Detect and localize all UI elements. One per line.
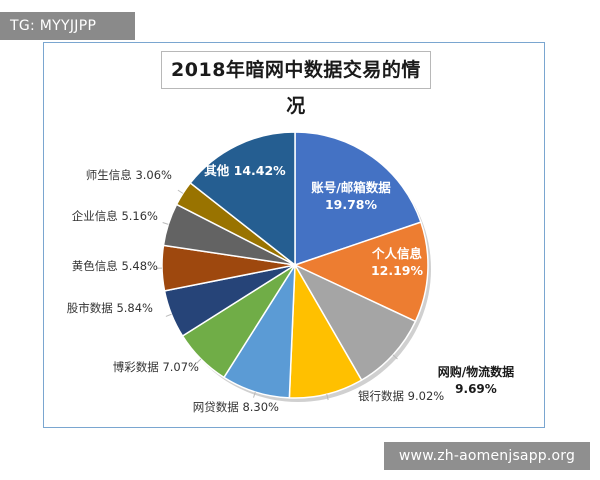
pie-slice bbox=[292, 221, 429, 323]
slice-label-text: 博彩数据 7.07% bbox=[113, 360, 199, 374]
slice-label: 企业信息 5.16% bbox=[72, 209, 158, 223]
slice-label: 个人信息 12.19% bbox=[371, 246, 424, 278]
slice-label: 黄色信息 5.48% bbox=[72, 259, 158, 273]
pie-slice bbox=[293, 263, 417, 382]
slice-label-name: 账号/邮箱数据 bbox=[311, 180, 391, 195]
leader-line bbox=[177, 189, 184, 194]
watermark-top: TG: MYYJJPP bbox=[0, 12, 135, 40]
slice-label-name: 网购/物流数据 bbox=[438, 364, 514, 379]
slice-label-value: 12.19% bbox=[371, 263, 424, 278]
slice-label-text: 企业信息 5.16% bbox=[72, 209, 158, 223]
slice-label: 师生信息 3.06% bbox=[86, 168, 172, 182]
watermark-bottom: www.zh-aomenjsapp.org bbox=[384, 442, 590, 470]
slice-label: 博彩数据 7.07% bbox=[113, 360, 199, 374]
leader-line bbox=[392, 354, 398, 360]
pie-slice bbox=[294, 131, 422, 267]
slice-label-text: 师生信息 3.06% bbox=[86, 168, 172, 182]
slice-label-text: 黄色信息 5.48% bbox=[72, 259, 158, 273]
leader-line bbox=[253, 391, 256, 398]
chart-title: 2018年暗网中数据交易的情况 bbox=[161, 51, 431, 117]
leader-line bbox=[162, 222, 169, 225]
slice-label-text: 股市数据 5.84% bbox=[67, 301, 153, 315]
leader-line bbox=[196, 358, 202, 364]
slice-label-text: 网贷数据 8.30% bbox=[193, 400, 279, 414]
slice-label-text: 其他 14.42% bbox=[204, 163, 286, 178]
slice-label: 账号/邮箱数据 19.78% bbox=[311, 180, 391, 212]
slice-label-name: 个人信息 bbox=[371, 246, 423, 261]
slice-label: 网贷数据 8.30% bbox=[193, 400, 279, 414]
leader-line bbox=[165, 313, 172, 317]
slice-label: 股市数据 5.84% bbox=[67, 301, 153, 315]
slice-label-value: 9.69% bbox=[455, 382, 497, 396]
pie-slice bbox=[189, 131, 296, 267]
leader-line bbox=[326, 394, 329, 401]
slice-label: 其他 14.42% bbox=[204, 163, 286, 178]
slice-label: 银行数据 9.02% bbox=[358, 389, 444, 403]
slice-label-text: 银行数据 9.02% bbox=[358, 389, 444, 403]
slice-label-value: 19.78% bbox=[325, 197, 378, 212]
slice-label: 网购/物流数据 9.69% bbox=[438, 364, 514, 396]
